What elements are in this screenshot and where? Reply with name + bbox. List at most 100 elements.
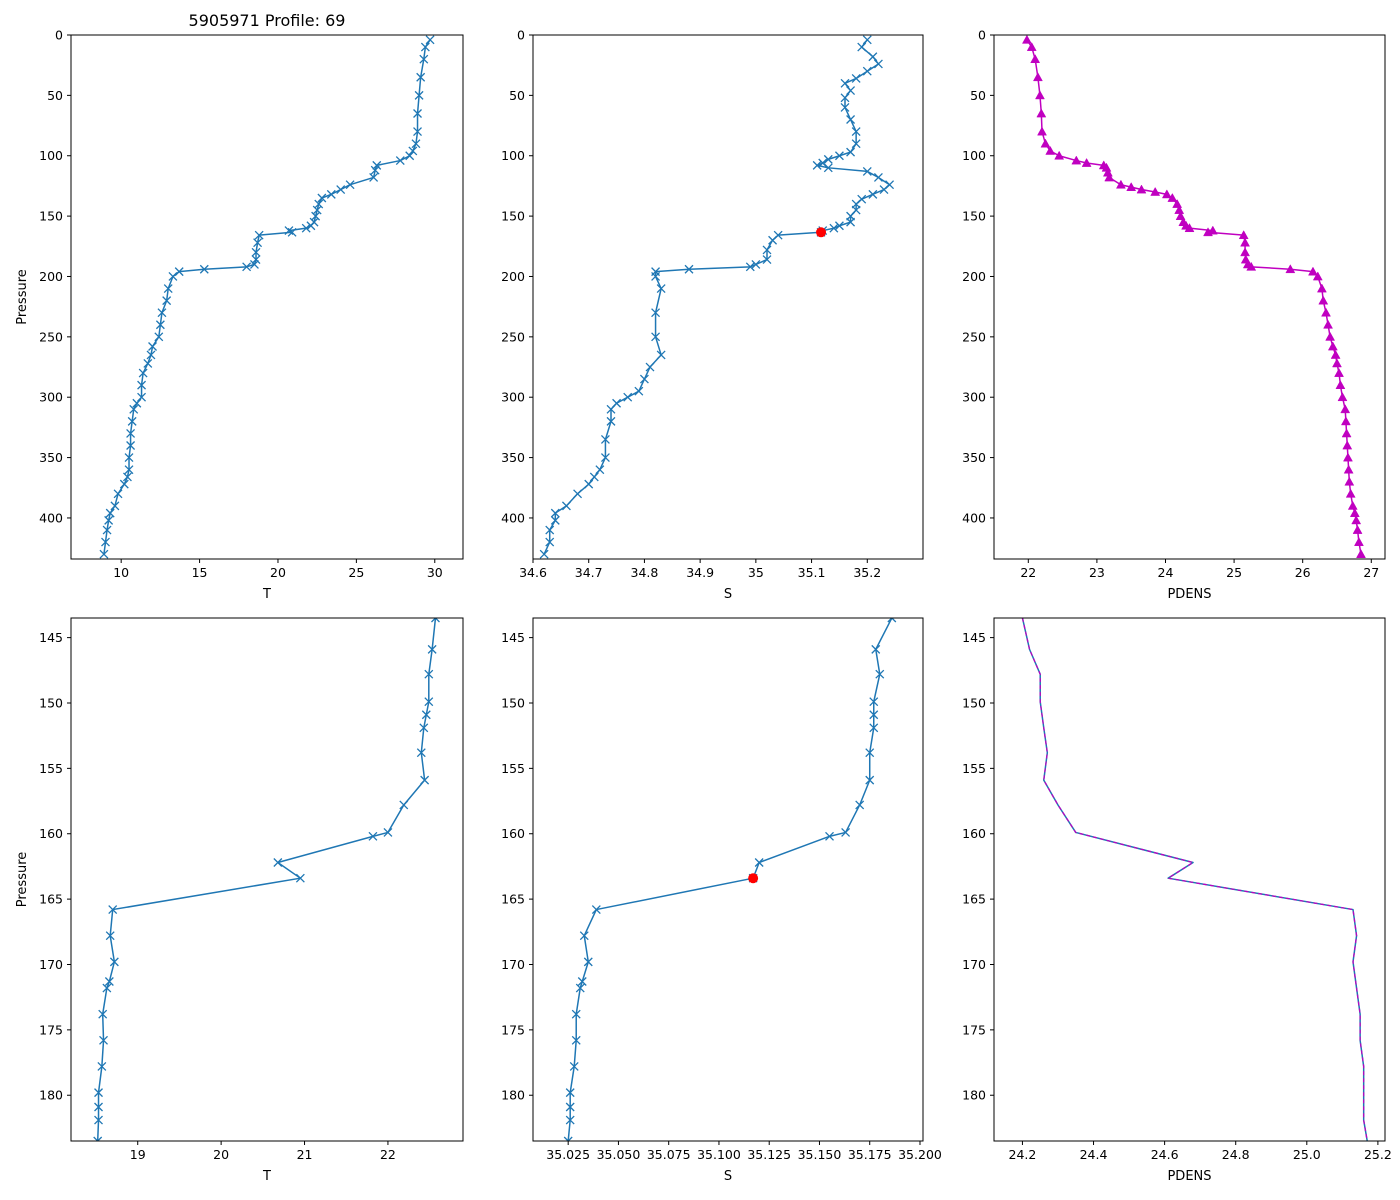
data-point <box>251 255 261 265</box>
data-point <box>565 1102 575 1112</box>
data-point <box>1035 90 1045 100</box>
data-point <box>879 185 889 195</box>
x-tick-label: 20 <box>270 565 286 580</box>
data-point <box>868 189 878 199</box>
axes-frame <box>993 34 1386 560</box>
y-tick-label: 400 <box>501 510 525 525</box>
data-point <box>1354 537 1364 546</box>
data-point <box>1045 145 1056 155</box>
data-point <box>421 710 431 720</box>
data-point <box>424 669 434 679</box>
data-point <box>606 404 616 414</box>
x-tick-label: 24.4 <box>1080 1147 1108 1162</box>
y-tick-label: 175 <box>501 1022 525 1037</box>
data-point <box>1318 295 1329 305</box>
data-point <box>301 223 311 233</box>
data-point <box>579 931 589 941</box>
data-point <box>1175 211 1186 220</box>
y-tick-label: 170 <box>501 957 525 972</box>
y-axis-label: Pressure <box>15 269 30 325</box>
data-point <box>126 441 136 450</box>
y-tick-label: 150 <box>962 209 986 224</box>
data-point <box>651 332 661 342</box>
data-point <box>651 272 661 281</box>
y-tick-label: 180 <box>501 1088 525 1103</box>
y-tick-label: 350 <box>39 450 63 465</box>
data-point <box>174 267 184 277</box>
data-point <box>1321 307 1331 317</box>
highlight-point <box>816 227 827 238</box>
data-point <box>408 146 418 156</box>
data-point <box>413 127 422 137</box>
y-tick-label: 100 <box>962 148 986 163</box>
x-tick-label: 10 <box>113 565 129 580</box>
y-tick-label: 180 <box>962 1088 986 1103</box>
series-line-0 <box>567 618 893 1141</box>
x-tick-label: 35.1 <box>798 565 826 580</box>
x-tick-label: 35.175 <box>848 1147 892 1162</box>
data-point <box>823 154 833 164</box>
data-point <box>1037 126 1047 136</box>
series-line-0 <box>103 39 431 555</box>
data-point <box>1345 488 1356 498</box>
top-temperature-panel: 10 15 20 25 30050100150200250300350400TPress… <box>15 28 464 602</box>
x-axis-label: T <box>262 1169 271 1184</box>
y-tick-label: 175 <box>39 1022 63 1037</box>
data-point <box>102 525 112 535</box>
data-point <box>368 831 378 841</box>
data-point <box>1026 42 1037 51</box>
y-tick-label: 160 <box>962 826 986 841</box>
x-tick-label: 25 <box>348 565 364 580</box>
y-tick-label: 165 <box>962 892 986 907</box>
data-point <box>1240 247 1250 257</box>
data-point <box>105 931 115 941</box>
y-tick-label: 350 <box>501 450 525 465</box>
y-tick-label: 165 <box>39 892 63 907</box>
data-point <box>855 800 865 810</box>
y-tick-label: 400 <box>39 510 63 525</box>
data-point <box>1240 237 1250 247</box>
x-tick-label: 21 <box>297 1147 313 1162</box>
data-point <box>840 78 850 88</box>
data-point <box>99 549 109 559</box>
x-axis-label: T <box>262 587 271 602</box>
data-point <box>427 644 437 654</box>
x-tick-label: 27 <box>1363 565 1379 580</box>
data-point <box>851 139 861 149</box>
x-tick-label: 34.7 <box>575 565 603 580</box>
y-tick-label: 250 <box>501 329 525 344</box>
data-point <box>1330 349 1341 359</box>
x-tick-label: 35.100 <box>697 1147 741 1162</box>
x-tick-label: 34.9 <box>686 565 714 580</box>
data-point <box>606 416 616 426</box>
data-point <box>1203 227 1213 237</box>
data-point <box>110 501 120 511</box>
y-tick-label: 300 <box>39 390 63 405</box>
data-point <box>865 775 875 785</box>
data-point <box>762 245 772 255</box>
axes-frame <box>532 617 924 1142</box>
x-tick-label: 35.025 <box>546 1147 590 1162</box>
data-point <box>873 173 883 182</box>
data-point <box>1316 283 1327 293</box>
data-point <box>1150 186 1161 196</box>
x-tick-label: 35 <box>748 565 764 580</box>
data-point <box>94 1115 103 1125</box>
figure-title: 5905971 Profile: 69 <box>189 11 346 30</box>
data-point <box>420 775 430 785</box>
data-point <box>812 160 822 170</box>
data-point <box>575 983 585 993</box>
data-point <box>1325 331 1336 341</box>
y-tick-label: 300 <box>501 390 525 405</box>
plot-area <box>93 618 440 1141</box>
y-tick-label: 200 <box>39 269 63 284</box>
data-point <box>840 93 850 103</box>
data-point <box>395 156 405 166</box>
axes-frame <box>993 617 1386 1142</box>
data-point <box>550 515 560 525</box>
data-point <box>122 472 132 482</box>
data-point <box>825 831 834 841</box>
x-tick-label: 25.2 <box>1364 1147 1392 1162</box>
data-point <box>1356 549 1366 559</box>
data-point <box>1323 319 1333 329</box>
